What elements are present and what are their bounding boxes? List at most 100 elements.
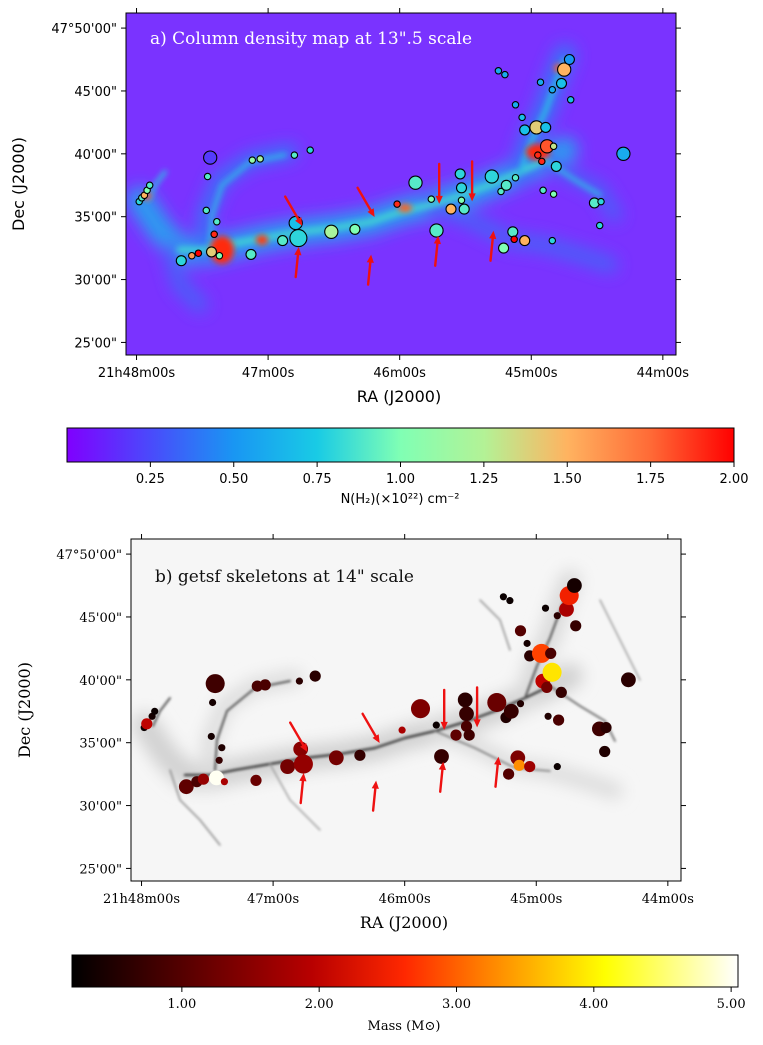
panel-b-cores: [140, 578, 636, 795]
core-marker: [197, 773, 209, 785]
core-marker: [248, 156, 257, 164]
core-marker: [215, 756, 223, 764]
panel-b: 21h48m00s 47m00s 46m00s 45m00s 44m00s 47°50'0…: [15, 534, 694, 932]
colorbar-tick-label: 0.50: [219, 472, 248, 487]
core-marker: [175, 255, 187, 267]
filament-arrow: [433, 235, 441, 267]
core-marker: [408, 175, 423, 190]
core-marker: [539, 186, 547, 195]
core-marker: [503, 703, 519, 719]
panel-b-ylabel: Dec (J2000): [15, 662, 34, 758]
core-marker: [203, 150, 218, 165]
core-marker: [290, 151, 299, 159]
core-marker: [549, 142, 558, 151]
colorbar-a: 0.25 0.50 0.75 1.00 1.25 1.50 1.75 2.00 N(H₂)(×…: [66, 427, 748, 507]
core-marker: [510, 235, 518, 244]
core-marker: [457, 692, 473, 708]
core-marker: [213, 217, 221, 226]
core-marker: [324, 224, 339, 239]
core-marker: [487, 692, 507, 713]
core-marker: [210, 230, 218, 239]
colorbar-tick-label: 2.00: [305, 997, 334, 1012]
core-marker: [538, 157, 546, 166]
colorbar-b-ticks: 1.00 2.00 3.00 4.00 5.00: [167, 987, 746, 1012]
core-marker: [518, 113, 526, 122]
colorbar-a-ticks: 0.25 0.50 0.75 1.00 1.25 1.50 1.75 2.00: [136, 462, 748, 487]
core-marker: [501, 70, 509, 79]
filament-arrow: [371, 780, 379, 812]
core-marker: [549, 190, 558, 198]
panel-a-xlabel: RA (J2000): [357, 387, 441, 406]
panel-a-cores: [135, 53, 631, 267]
x-tick-label: 44m00s: [642, 892, 694, 907]
core-marker: [531, 643, 552, 663]
colorbar-tick-label: 0.75: [303, 472, 332, 487]
y-tick-label: 45'00": [79, 611, 122, 626]
filament-arrow: [284, 195, 303, 226]
core-marker: [499, 593, 507, 601]
y-tick-label: 35'00": [74, 211, 117, 226]
filament-arrow: [489, 230, 497, 262]
core-marker: [194, 249, 203, 257]
colorbar-tick-label: 1.75: [636, 472, 665, 487]
core-marker: [507, 226, 519, 238]
core-marker: [497, 187, 505, 196]
x-tick-label: 47m00s: [247, 892, 299, 907]
core-marker: [460, 720, 473, 732]
core-marker: [494, 67, 503, 75]
core-marker: [141, 718, 153, 730]
core-marker: [349, 223, 361, 235]
core-marker: [542, 662, 562, 682]
core-marker: [207, 732, 215, 740]
core-marker: [463, 729, 475, 741]
panel-a-frame: [125, 12, 677, 356]
colorbar-a-label: N(H₂)(×10²²) cm⁻²: [341, 492, 460, 507]
core-marker: [245, 248, 257, 260]
y-tick-label: 30'00": [79, 800, 122, 815]
core-marker: [570, 620, 582, 632]
core-marker: [557, 62, 572, 77]
colorbar-tick-label: 1.00: [386, 472, 415, 487]
core-marker: [151, 707, 159, 715]
core-marker: [209, 698, 217, 707]
core-marker: [559, 602, 574, 617]
core-marker: [516, 700, 525, 708]
core-marker: [429, 223, 444, 238]
y-tick-label: 40'00": [79, 674, 122, 689]
core-marker: [259, 679, 271, 691]
core-marker: [514, 625, 527, 637]
core-marker: [541, 681, 553, 694]
core-marker: [295, 677, 303, 685]
x-tick-label: 21h48m00s: [103, 892, 180, 907]
panel-b-arrows: [289, 686, 502, 812]
x-tick-label: 21h48m00s: [98, 366, 176, 381]
core-marker: [500, 179, 512, 191]
core-marker: [544, 712, 552, 720]
filament-arrow: [435, 162, 443, 204]
core-marker: [427, 195, 436, 203]
core-marker: [432, 721, 440, 729]
core-marker: [450, 729, 462, 741]
filament-arrow: [289, 721, 308, 752]
core-marker: [616, 146, 631, 161]
core-marker: [519, 235, 531, 247]
y-tick-label: 40'00": [74, 148, 117, 163]
core-marker: [553, 714, 565, 726]
core-marker: [459, 706, 474, 722]
core-marker: [188, 251, 196, 260]
colorbar-b: 1.00 2.00 3.00 4.00 5.00 Mass (M⊙): [71, 954, 746, 1034]
core-marker: [534, 151, 542, 159]
core-marker: [503, 768, 515, 780]
core-marker: [178, 779, 194, 795]
core-marker: [250, 774, 262, 787]
core-marker: [256, 155, 264, 163]
core-marker: [555, 686, 567, 699]
y-tick-label: 45'00": [74, 85, 117, 100]
core-marker: [540, 121, 552, 133]
y-tick-label: 25'00": [74, 336, 117, 351]
core-marker: [202, 206, 211, 215]
core-marker: [410, 699, 431, 719]
colorbar-tick-label: 3.00: [442, 997, 471, 1012]
y-tick-label: 30'00": [74, 274, 117, 289]
